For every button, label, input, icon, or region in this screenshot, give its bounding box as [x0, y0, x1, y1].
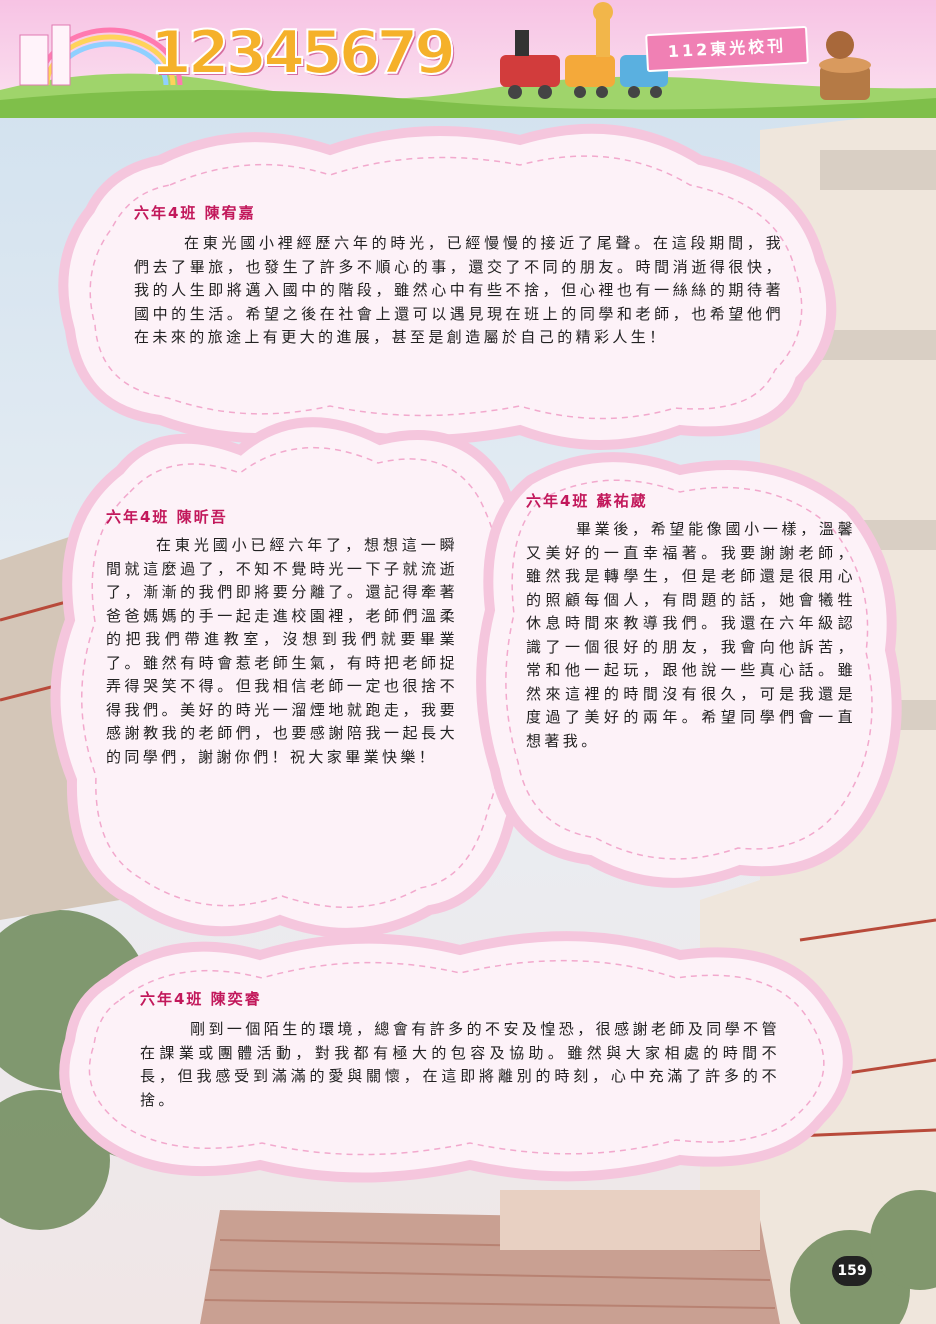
header-banner [0, 0, 936, 118]
essay-3-body: 畢業後，希望能像國小一樣，溫馨又美好的一直幸福著。我要謝謝老師，雖然我是轉學生，… [526, 520, 856, 750]
essay-1-author: 六年4班 陳宥嘉 [134, 204, 256, 222]
essay-2-body: 在東光國小已經六年了，想想這一瞬間就這麼過了，不知不覺時光一下子就流逝了，漸漸的… [106, 536, 458, 766]
essay-3-author: 六年4班 蘇祐葳 [526, 492, 648, 510]
essay-2-author: 六年4班 陳昕吾 [106, 508, 228, 526]
essay-4-author: 六年4班 陳奕睿 [140, 990, 262, 1008]
banner-numbers: 12345679 [149, 17, 457, 89]
essay-1-body: 在東光國小裡經歷六年的時光，已經慢慢的接近了尾聲。在這段期間，我們去了畢旅，也發… [134, 234, 784, 346]
page-number: 159 [832, 1256, 872, 1286]
essay-4-body: 剛到一個陌生的環境，總會有許多的不安及惶恐，很感謝老師及同學不管在課業或團體活動… [140, 1020, 780, 1109]
